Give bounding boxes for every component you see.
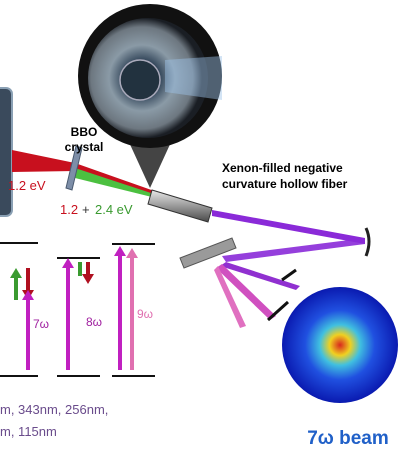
beam-profile <box>282 287 398 403</box>
fiber <box>148 190 212 222</box>
label: 2.4 eV <box>95 202 133 217</box>
label: 1.2 <box>60 202 78 217</box>
slit-2 <box>282 270 296 280</box>
label: 7ω beam <box>307 428 389 449</box>
diagram: BBO crystal Xenon-filled negative curvat… <box>0 0 409 453</box>
label: 8ω <box>86 315 102 329</box>
reflected-beam <box>222 238 365 262</box>
mirror <box>366 228 369 256</box>
slit <box>268 302 288 320</box>
label: Xenon-filled negative <box>222 161 343 175</box>
label: crystal <box>65 140 104 154</box>
label: 1.2 eV <box>8 178 46 193</box>
label: 9ω <box>137 307 153 321</box>
label: + <box>82 202 90 217</box>
core <box>120 60 160 100</box>
arrows <box>10 246 138 370</box>
panel <box>0 88 12 216</box>
label: 7ω <box>33 317 49 331</box>
uv-beam <box>212 210 365 244</box>
label: m, 115nm <box>0 424 57 439</box>
label: BBO <box>71 125 98 139</box>
label: curvature hollow fiber <box>222 177 348 191</box>
label: m, 343nm, 256nm, <box>0 402 108 417</box>
